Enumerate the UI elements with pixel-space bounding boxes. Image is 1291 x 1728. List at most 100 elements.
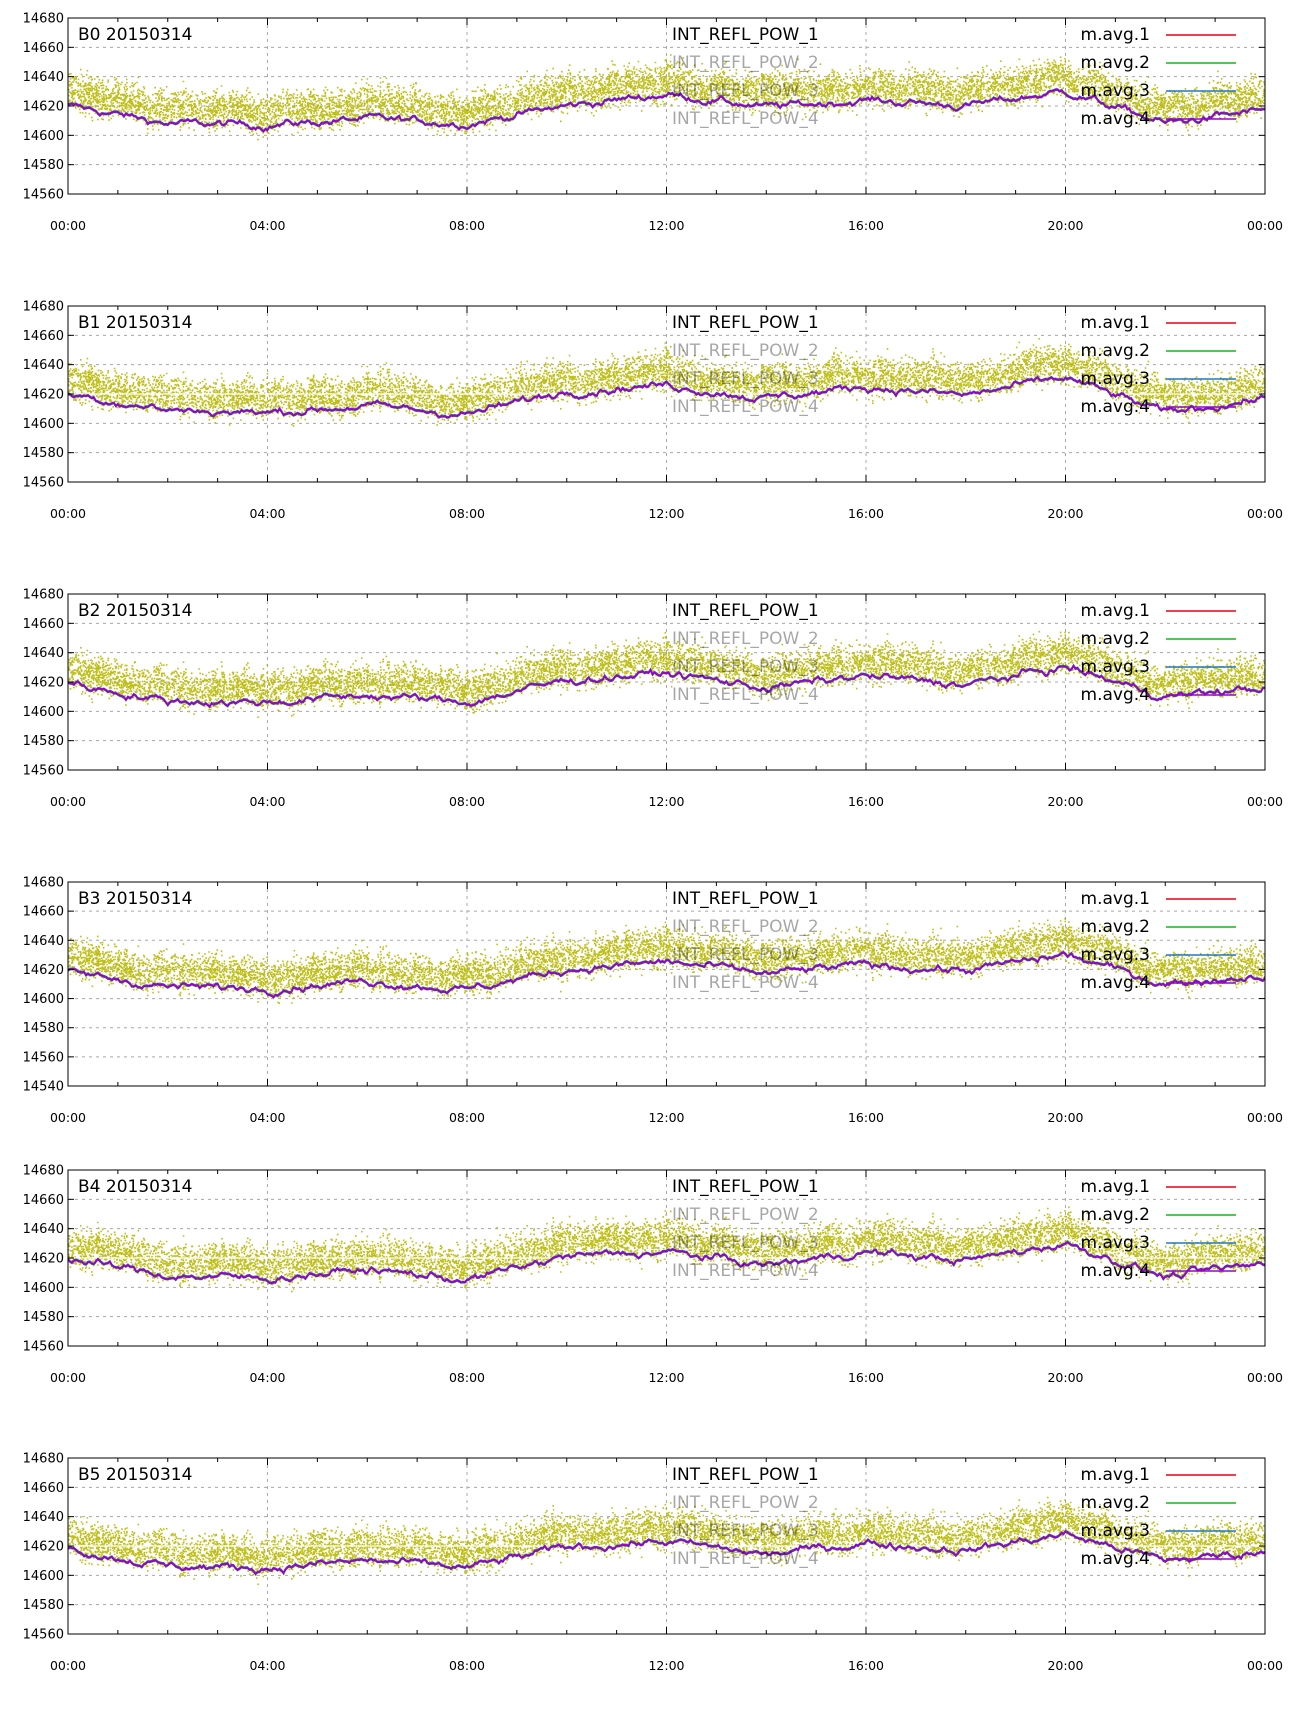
chart-title: B4 20150314 [78,1177,192,1197]
y-tick-label: 14660 [23,617,64,632]
y-tick-label: 14620 [23,963,64,978]
x-tick-label: 16:00 [848,1370,884,1385]
scatter-legend-label: INT_REFL_POW_3 [672,945,819,965]
y-tick-label: 14600 [23,1569,64,1584]
x-tick-label: 16:00 [848,1110,884,1125]
x-tick-label: 00:00 [50,1110,86,1125]
chart-svg: 1468014660146401462014600145801456014540… [0,864,1291,1152]
avg-legend-label: m.avg.3 [1081,945,1150,965]
x-tick-label: 00:00 [1247,1110,1283,1125]
y-tick-label: 14660 [23,905,64,920]
y-tick-label: 14540 [23,1080,64,1095]
avg-legend-label: m.avg.2 [1081,53,1150,73]
y-tick-label: 14680 [23,1164,64,1179]
x-tick-label: 04:00 [249,1110,285,1125]
y-tick-label: 14620 [23,100,64,115]
scatter-legend-label: INT_REFL_POW_2 [672,53,819,73]
avg-legend-label: m.avg.1 [1081,889,1150,909]
avg-legend-label: m.avg.1 [1081,313,1150,333]
x-tick-label: 04:00 [249,1370,285,1385]
scatter-legend-label: INT_REFL_POW_4 [672,1261,819,1281]
scatter-legend-label: INT_REFL_POW_4 [672,109,819,129]
x-tick-label: 12:00 [648,506,684,521]
chart-panel-4: 14680 14660 14640 14620 14600 14580 14560 00:00… [0,1152,1291,1440]
avg-legend-label: m.avg.3 [1081,657,1150,677]
x-tick-label: 16:00 [848,1658,884,1673]
y-tick-label: 14640 [23,1510,64,1525]
chart-svg: 1468014660146401462014600145801456000:00… [0,0,1291,288]
avg-legend-label: m.avg.3 [1081,81,1150,101]
y-tick-label: 14620 [23,676,64,691]
scatter-legend-label: INT_REFL_POW_1 [672,25,819,45]
y-tick-label: 14660 [23,1481,64,1496]
y-tick-label: 14580 [23,1598,64,1613]
scatter-legend-label: INT_REFL_POW_3 [672,1521,819,1541]
chart-panel-0: 14680 14660 14640 14620 14600 14580 14560 00:00… [0,0,1291,288]
y-tick-label: 14680 [23,300,64,315]
x-tick-label: 20:00 [1047,218,1083,233]
y-tick-label: 14560 [23,188,64,203]
avg-legend-label: m.avg.3 [1081,1233,1150,1253]
y-tick-label: 14680 [23,588,64,603]
scatter-legend-label: INT_REFL_POW_1 [672,889,819,909]
chart-title: B0 20150314 [78,25,192,45]
x-tick-label: 00:00 [1247,218,1283,233]
chart-title: B1 20150314 [78,313,192,333]
y-tick-label: 14640 [23,646,64,661]
y-tick-label: 14560 [23,1628,64,1643]
scatter-legend-label: INT_REFL_POW_1 [672,313,819,333]
scatter-legend-label: INT_REFL_POW_4 [672,685,819,705]
avg-legend-label: m.avg.1 [1081,1465,1150,1485]
x-tick-label: 00:00 [1247,794,1283,809]
y-tick-label: 14600 [23,129,64,144]
x-tick-label: 08:00 [449,1110,485,1125]
x-tick-label: 00:00 [50,218,86,233]
x-tick-label: 04:00 [249,506,285,521]
y-tick-label: 14580 [23,1021,64,1036]
scatter-legend-label: INT_REFL_POW_2 [672,1493,819,1513]
avg-legend-label: m.avg.2 [1081,1493,1150,1513]
y-tick-label: 14640 [23,358,64,373]
avg-legend-label: m.avg.3 [1081,1521,1150,1541]
x-tick-label: 08:00 [449,1658,485,1673]
avg-legend-label: m.avg.1 [1081,25,1150,45]
y-tick-label: 14680 [23,876,64,891]
scatter-legend-label: INT_REFL_POW_3 [672,657,819,677]
chart-svg: 1468014660146401462014600145801456000:00… [0,576,1291,864]
chart-title: B5 20150314 [78,1465,192,1485]
avg-legend-label: m.avg.1 [1081,601,1150,621]
chart-panel-3: 14680 14660 14640 14620 14600 14580 14560 14540… [0,864,1291,1152]
avg-legend-label: m.avg.4 [1081,973,1150,993]
y-tick-label: 14660 [23,1193,64,1208]
x-tick-label: 12:00 [648,794,684,809]
y-tick-label: 14600 [23,417,64,432]
avg-legend-label: m.avg.2 [1081,917,1150,937]
x-tick-label: 00:00 [50,794,86,809]
scatter-legend-label: INT_REFL_POW_1 [672,601,819,621]
y-tick-label: 14640 [23,1222,64,1237]
y-tick-label: 14580 [23,1310,64,1325]
y-tick-label: 14560 [23,1050,64,1065]
x-tick-label: 20:00 [1047,794,1083,809]
x-tick-label: 12:00 [648,1370,684,1385]
avg-legend-label: m.avg.1 [1081,1177,1150,1197]
y-tick-label: 14560 [23,764,64,779]
y-tick-label: 14580 [23,158,64,173]
chart-panel-1: 14680 14660 14640 14620 14600 14580 14560 00:00… [0,288,1291,576]
avg-legend-label: m.avg.2 [1081,629,1150,649]
y-tick-label: 14640 [23,934,64,949]
avg-legend-label: m.avg.3 [1081,369,1150,389]
x-tick-label: 04:00 [249,1658,285,1673]
x-tick-label: 16:00 [848,218,884,233]
x-tick-label: 12:00 [648,1658,684,1673]
x-tick-label: 08:00 [449,794,485,809]
x-tick-label: 00:00 [50,1658,86,1673]
y-tick-label: 14620 [23,1252,64,1267]
y-tick-label: 14580 [23,446,64,461]
x-tick-label: 00:00 [50,1370,86,1385]
x-tick-label: 20:00 [1047,1110,1083,1125]
y-tick-label: 14680 [23,1452,64,1467]
x-tick-label: 00:00 [50,506,86,521]
scatter-legend-label: INT_REFL_POW_2 [672,341,819,361]
y-tick-label: 14660 [23,41,64,56]
